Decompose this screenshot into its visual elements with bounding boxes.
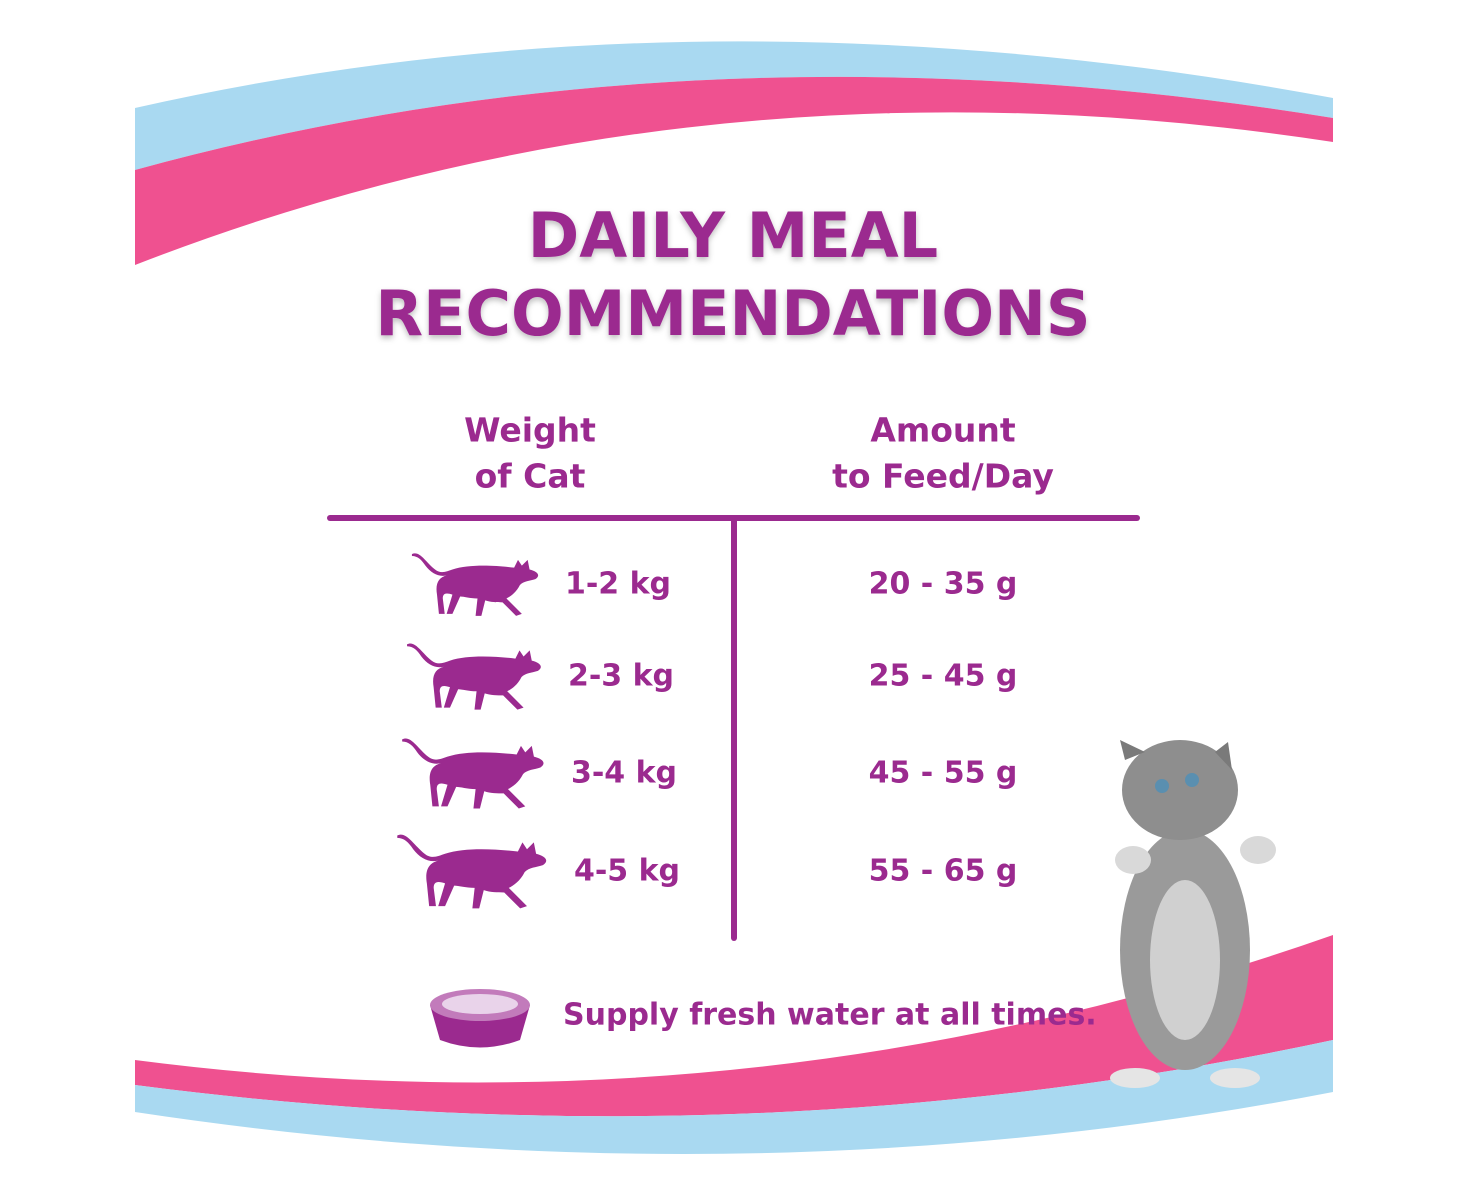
cat-icon [402, 738, 544, 809]
title: RECOMMENDATIONS [375, 277, 1090, 350]
amount: 20 - 35 g [869, 567, 1018, 602]
column-header: to Feed/Day [832, 457, 1054, 496]
title: DAILY MEAL [528, 199, 938, 272]
weight: 3-4 kg [571, 756, 677, 791]
note: Supply fresh water at all times. [563, 998, 1097, 1033]
weight: 1-2 kg [565, 567, 671, 602]
column-header: Weight [464, 411, 596, 450]
column-header: Amount [870, 411, 1016, 450]
column-header: of Cat [475, 457, 586, 496]
cat-icon [411, 553, 539, 616]
amount: 55 - 65 g [869, 854, 1018, 889]
cat-icon [407, 643, 541, 710]
water-bowl [430, 989, 530, 1048]
amount: 45 - 55 g [869, 756, 1018, 791]
kitten [1110, 740, 1276, 1088]
weight: 2-3 kg [568, 659, 674, 694]
weight: 4-5 kg [574, 854, 680, 889]
amount: 25 - 45 g [869, 659, 1018, 694]
cat-icon [397, 834, 547, 909]
decoration [135, 41, 1333, 1154]
